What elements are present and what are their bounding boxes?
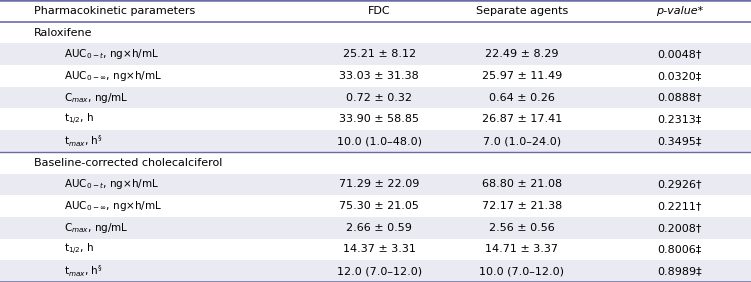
- Bar: [0, 260, 751, 282]
- Text: 10.0 (7.0–12.0): 10.0 (7.0–12.0): [479, 266, 565, 276]
- Text: t$_{max}$, h$^{§}$: t$_{max}$, h$^{§}$: [64, 133, 103, 149]
- Bar: [0, 195, 751, 217]
- Text: AUC$_{0-t}$, ng×h/mL: AUC$_{0-t}$, ng×h/mL: [64, 47, 159, 61]
- Text: Baseline-corrected cholecalciferol: Baseline-corrected cholecalciferol: [34, 158, 222, 168]
- Text: 25.21 ± 8.12: 25.21 ± 8.12: [342, 49, 416, 59]
- Text: AUC$_{0-∞}$, ng×h/mL: AUC$_{0-∞}$, ng×h/mL: [64, 69, 162, 83]
- Text: p-value*: p-value*: [656, 6, 703, 16]
- Bar: [0, 217, 751, 239]
- Bar: [0, 152, 751, 173]
- Text: Separate agents: Separate agents: [476, 6, 568, 16]
- Text: 68.80 ± 21.08: 68.80 ± 21.08: [482, 179, 562, 190]
- Text: 72.17 ± 21.38: 72.17 ± 21.38: [482, 201, 562, 211]
- Bar: [0, 65, 751, 87]
- Text: 0.0048†: 0.0048†: [657, 49, 702, 59]
- Text: 14.71 ± 3.37: 14.71 ± 3.37: [485, 244, 559, 254]
- Text: 0.64 ± 0.26: 0.64 ± 0.26: [489, 92, 555, 103]
- Text: 0.8006‡: 0.8006‡: [658, 244, 701, 254]
- Text: 0.2211†: 0.2211†: [657, 201, 702, 211]
- Text: t$_{max}$, h$^{§}$: t$_{max}$, h$^{§}$: [64, 263, 103, 279]
- Text: AUC$_{0-t}$, ng×h/mL: AUC$_{0-t}$, ng×h/mL: [64, 177, 159, 191]
- Bar: [0, 239, 751, 260]
- Bar: [0, 43, 751, 65]
- Text: 0.2313‡: 0.2313‡: [658, 114, 701, 124]
- Text: 0.2926†: 0.2926†: [657, 179, 702, 190]
- Text: 0.72 ± 0.32: 0.72 ± 0.32: [346, 92, 412, 103]
- Text: FDC: FDC: [368, 6, 391, 16]
- Text: AUC$_{0-∞}$, ng×h/mL: AUC$_{0-∞}$, ng×h/mL: [64, 199, 162, 213]
- Text: 14.37 ± 3.31: 14.37 ± 3.31: [342, 244, 416, 254]
- Text: 0.8989‡: 0.8989‡: [657, 266, 702, 276]
- Text: 75.30 ± 21.05: 75.30 ± 21.05: [339, 201, 419, 211]
- Text: 10.0 (1.0–48.0): 10.0 (1.0–48.0): [336, 136, 422, 146]
- Bar: [0, 109, 751, 130]
- Bar: [0, 22, 751, 43]
- Text: 0.3495‡: 0.3495‡: [657, 136, 702, 146]
- Text: 2.66 ± 0.59: 2.66 ± 0.59: [346, 223, 412, 233]
- Text: 0.2008†: 0.2008†: [657, 223, 702, 233]
- Text: 26.87 ± 17.41: 26.87 ± 17.41: [482, 114, 562, 124]
- Bar: [0, 87, 751, 109]
- Bar: [0, 173, 751, 195]
- Bar: [0, 130, 751, 152]
- Text: 0.0320‡: 0.0320‡: [658, 71, 701, 81]
- Text: t$_{1/2}$, h: t$_{1/2}$, h: [64, 242, 94, 257]
- Text: 12.0 (7.0–12.0): 12.0 (7.0–12.0): [336, 266, 422, 276]
- Text: 71.29 ± 22.09: 71.29 ± 22.09: [339, 179, 420, 190]
- Text: 22.49 ± 8.29: 22.49 ± 8.29: [485, 49, 559, 59]
- Text: 33.90 ± 58.85: 33.90 ± 58.85: [339, 114, 419, 124]
- Text: 33.03 ± 31.38: 33.03 ± 31.38: [339, 71, 419, 81]
- Text: 7.0 (1.0–24.0): 7.0 (1.0–24.0): [483, 136, 561, 146]
- Text: t$_{1/2}$, h: t$_{1/2}$, h: [64, 112, 94, 127]
- Text: 0.0888†: 0.0888†: [657, 92, 702, 103]
- Text: Pharmacokinetic parameters: Pharmacokinetic parameters: [34, 6, 195, 16]
- Text: Raloxifene: Raloxifene: [34, 28, 92, 38]
- Text: 25.97 ± 11.49: 25.97 ± 11.49: [482, 71, 562, 81]
- Bar: [0, 0, 751, 22]
- Text: C$_{max}$, ng/mL: C$_{max}$, ng/mL: [64, 221, 128, 235]
- Text: C$_{max}$, ng/mL: C$_{max}$, ng/mL: [64, 91, 128, 105]
- Text: 2.56 ± 0.56: 2.56 ± 0.56: [489, 223, 555, 233]
